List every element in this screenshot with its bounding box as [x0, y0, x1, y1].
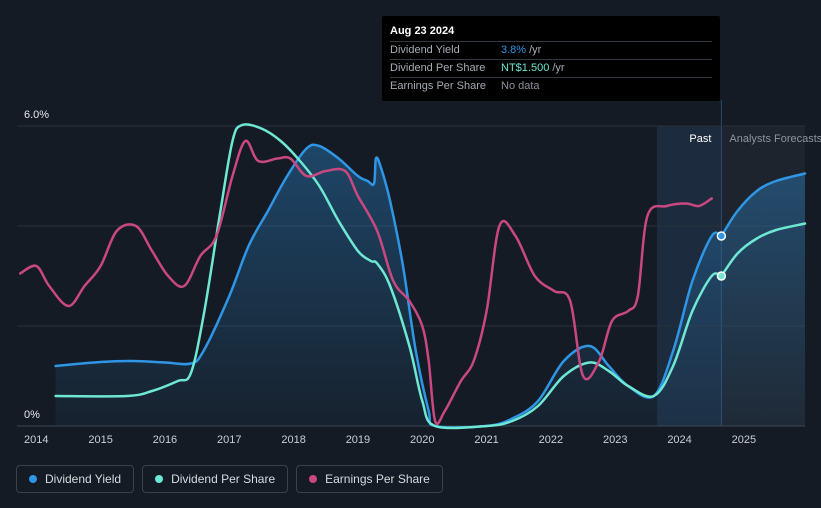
legend-dot [29, 475, 37, 483]
x-tick-label: 2018 [281, 434, 305, 446]
tooltip-unit: /yr [529, 44, 542, 56]
dividend-yield-line [54, 143, 723, 429]
x-tick-label: 2016 [153, 434, 177, 446]
past-label: Past [689, 133, 711, 145]
legend-label: Dividend Yield [45, 472, 122, 486]
tooltip-row-earnings-per-share: Earnings Per Share No data [390, 77, 712, 95]
x-tick-label: 2020 [410, 434, 434, 446]
dividend-yield-forecast-area [721, 173, 805, 426]
legend-dot [309, 475, 318, 483]
x-tick-label: 2024 [667, 434, 691, 446]
tooltip-unit: /yr [552, 62, 565, 74]
chart-legend: Dividend Yield Dividend Per Share Earnin… [16, 465, 443, 493]
legend-dot [155, 475, 164, 483]
x-tick-label: 2017 [217, 434, 241, 446]
tooltip-label: Dividend Per Share [390, 62, 486, 74]
legend-item-dividend-per-share[interactable]: Dividend Per Share [142, 465, 289, 493]
dividend-yield-forecast-line [720, 172, 807, 238]
chart-tooltip: Aug 23 2024 Dividend Yield 3.8% /yr Divi… [382, 16, 720, 101]
tooltip-row-dividend-yield: Dividend Yield 3.8% /yr [390, 41, 712, 59]
x-tick-label: 2015 [88, 434, 112, 446]
dividend-per-share-marker [716, 271, 727, 281]
tooltip-value: 3.8% [501, 44, 527, 56]
dividend-per-share-line [54, 123, 723, 430]
legend-item-earnings-per-share[interactable]: Earnings Per Share [296, 465, 443, 493]
x-tick-label: 2022 [539, 434, 563, 446]
earnings-per-share-line [18, 139, 713, 426]
forecast-label: Analysts Forecasts [729, 133, 821, 145]
tooltip-label: Dividend Yield [390, 44, 460, 56]
y-tick-label: 6.0% [24, 109, 49, 121]
legend-label: Earnings Per Share [325, 472, 430, 486]
x-tick-label: 2023 [603, 434, 627, 446]
dividend-yield-marker [716, 231, 727, 241]
tooltip-label: Earnings Per Share [390, 80, 486, 92]
tooltip-row-dividend-per-share: Dividend Per Share NT$1.500 /yr [390, 59, 712, 77]
legend-label: Dividend Per Share [171, 472, 276, 486]
tooltip-value: NT$1.500 [501, 62, 550, 74]
x-tick-label: 2019 [346, 434, 370, 446]
tooltip-value: No data [501, 80, 540, 92]
tooltip-date: Aug 23 2024 [390, 25, 455, 37]
x-tick-label: 2025 [732, 434, 756, 446]
legend-item-dividend-yield[interactable]: Dividend Yield [16, 465, 135, 493]
x-tick-label: 2014 [24, 434, 48, 446]
x-tick-label: 2021 [474, 434, 498, 446]
dividend-yield-area [55, 144, 722, 428]
y-tick-label: 0% [24, 409, 40, 421]
dividend-chart: 6.0% 0% 2014 2015 2016 2017 2018 2019 2020 2021 2… [17, 100, 821, 446]
dividend-per-share-forecast-line [720, 222, 807, 278]
